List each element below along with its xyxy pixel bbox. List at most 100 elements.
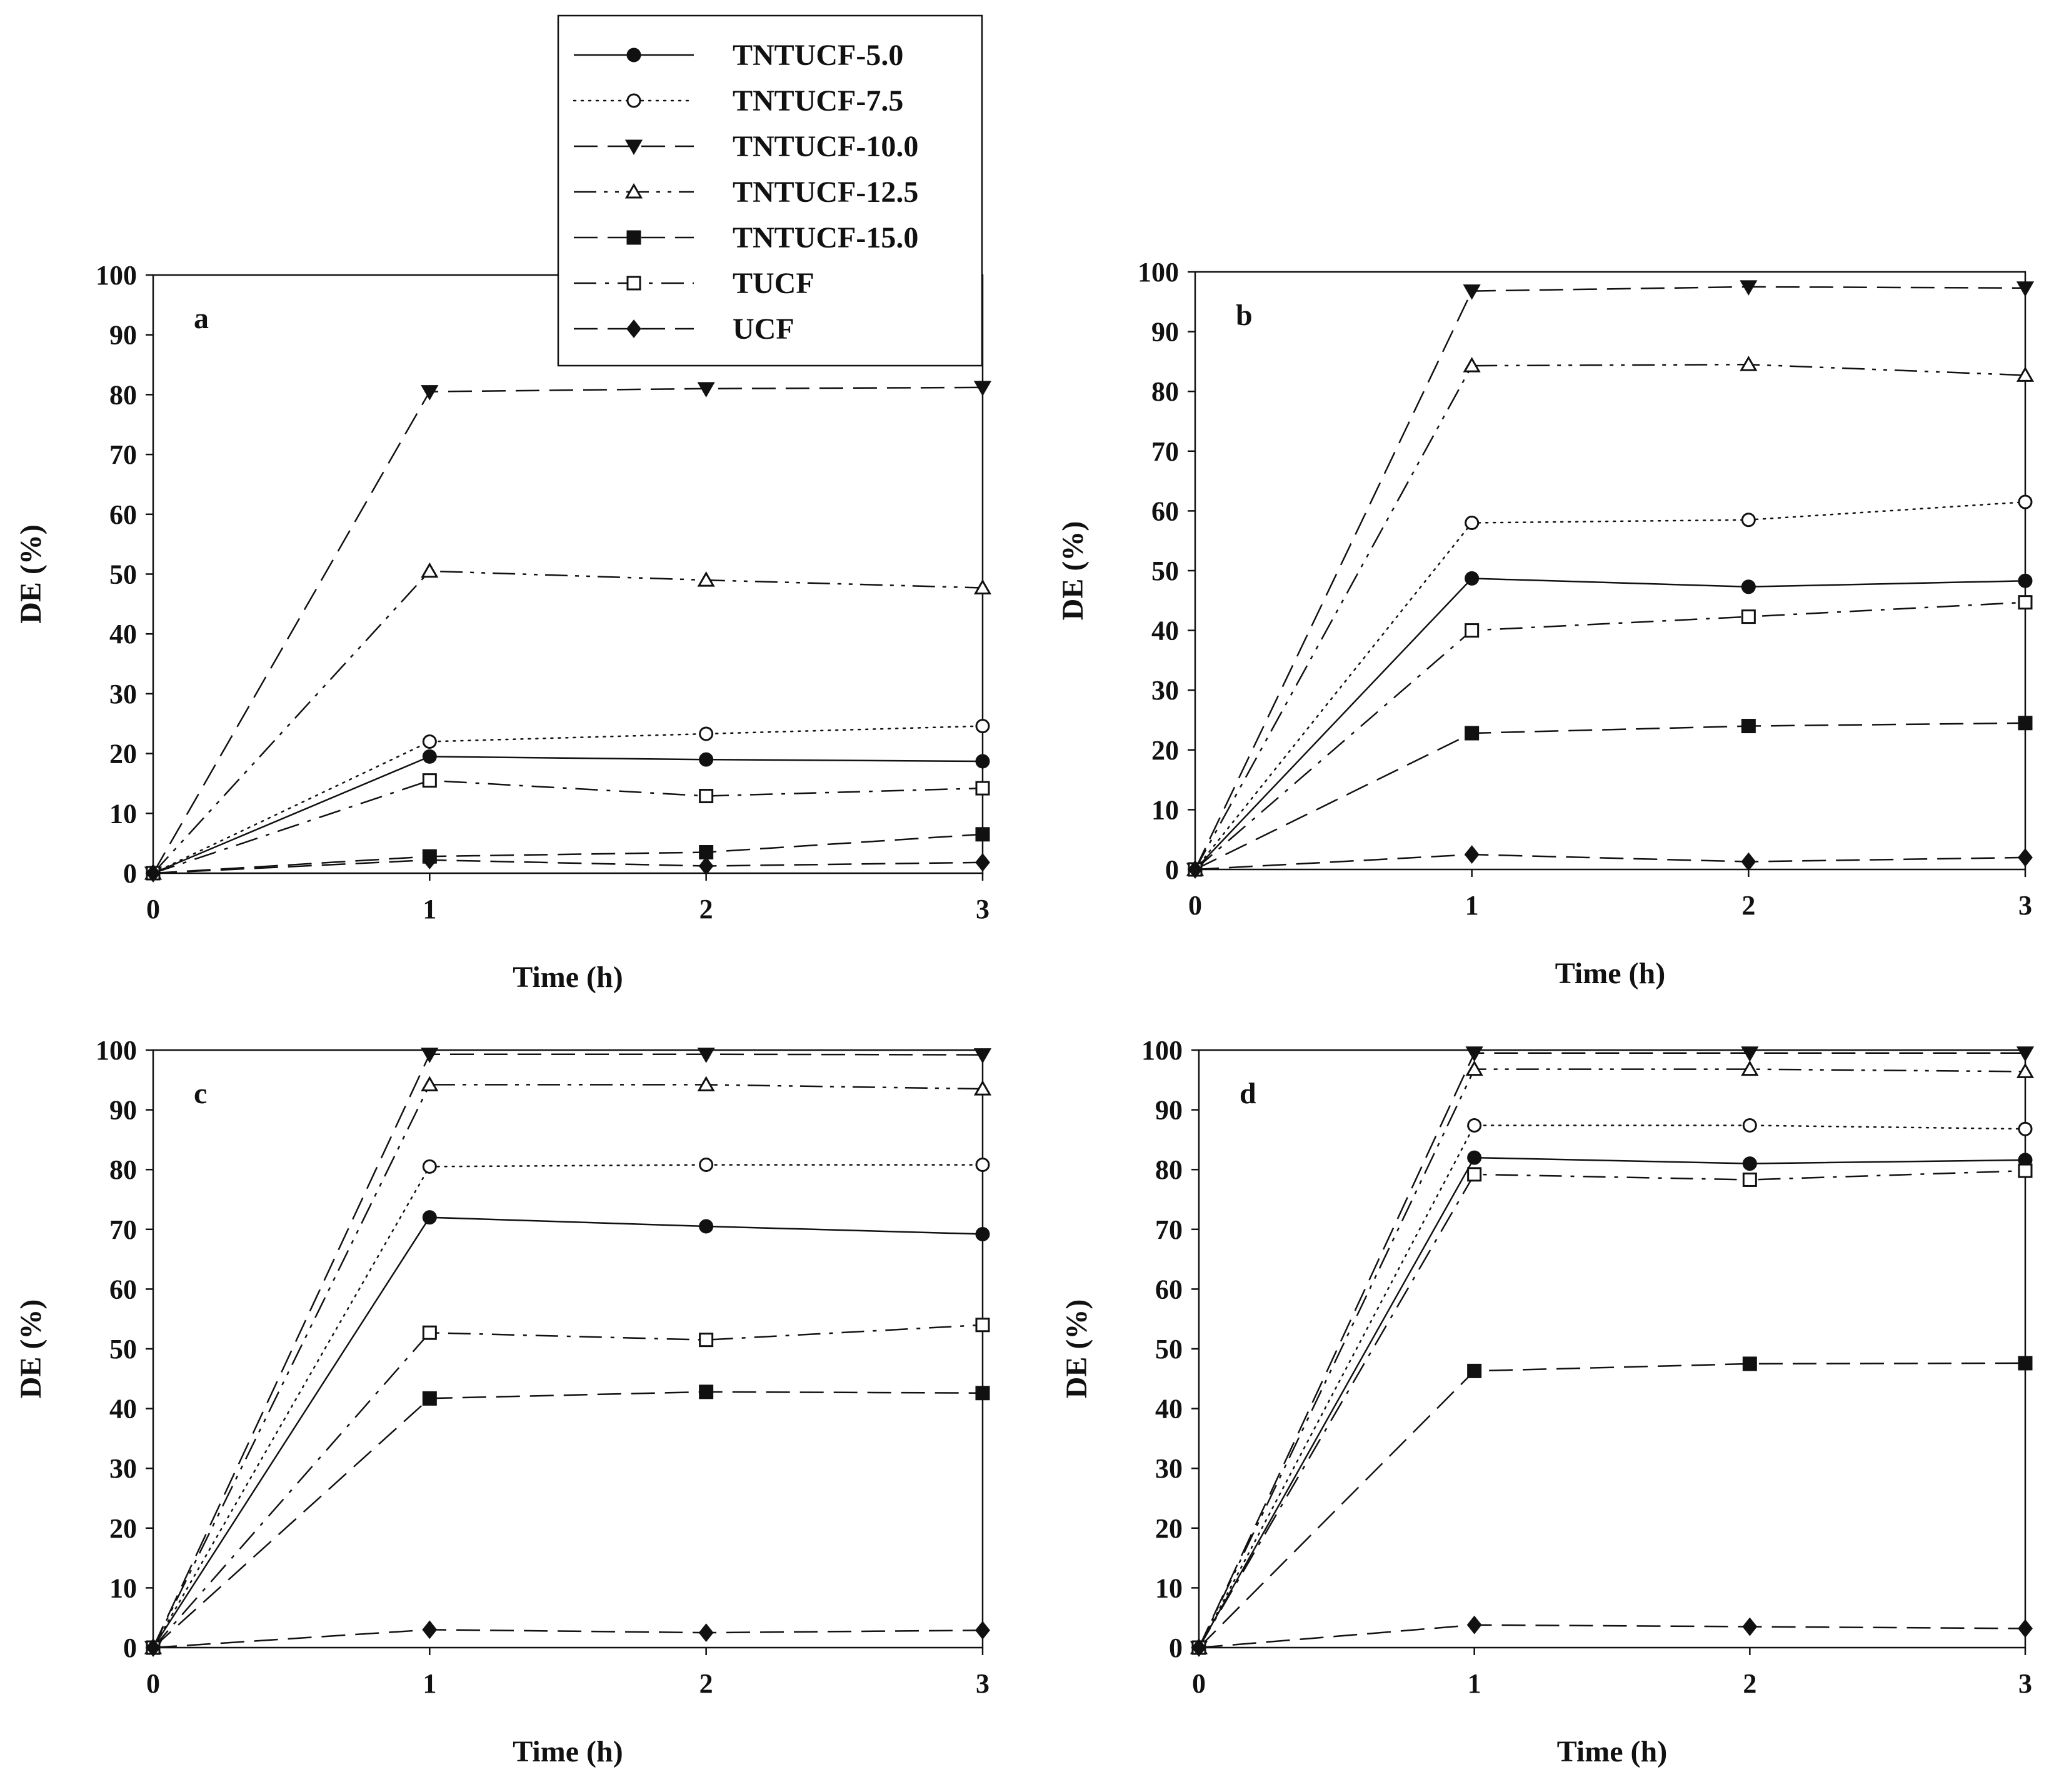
x-tick-label: 0: [1188, 890, 1202, 921]
y-tick-label: 10: [109, 1573, 137, 1603]
open-circle-icon: [626, 93, 641, 108]
y-tick-label: 60: [109, 1274, 137, 1304]
y-tick-label: 50: [109, 1334, 137, 1364]
legend-entry-tntucf-15-0: TNTUCF-15.0: [574, 221, 918, 254]
data-point: [2018, 848, 2033, 867]
data-point: [422, 1620, 438, 1639]
data-point: [975, 1158, 990, 1173]
data-point: [1465, 571, 1480, 586]
y-tick-label: 30: [109, 679, 137, 709]
series-tntucf-7-5: [1188, 494, 2033, 877]
series-line: [153, 859, 983, 874]
y-tick-label: 70: [1151, 436, 1179, 467]
x-tick-label: 1: [1468, 1668, 1481, 1699]
data-point: [1465, 516, 1480, 531]
series-tucf: [1188, 595, 2033, 877]
data-point: [1742, 1156, 1757, 1171]
y-tick-label: 100: [1138, 257, 1179, 288]
y-tick-label: 50: [1155, 1334, 1183, 1364]
series-ucf: [1191, 1615, 2033, 1657]
data-point: [2018, 1619, 2033, 1638]
data-point: [1465, 1046, 1483, 1062]
data-point: [421, 1048, 439, 1063]
legend-entry-ucf: UCF: [574, 313, 794, 346]
series-line: [1198, 1124, 2026, 1649]
y-tick-label: 0: [123, 858, 137, 889]
series-tntucf-15-0: [146, 1384, 990, 1655]
legend-label: TNTUCF-15.0: [733, 221, 918, 254]
y-tick-label: 40: [109, 619, 137, 649]
series-line: [1195, 601, 2026, 870]
data-point: [975, 1621, 990, 1640]
data-point: [697, 1076, 715, 1091]
data-point: [1742, 1617, 1758, 1636]
data-point: [699, 789, 714, 804]
y-axis-label: DE (%): [1060, 1299, 1093, 1399]
panel-c: 0 10 20 30 40 50 60 70 80 90 100 0 1 2 3 Time (h) DE (%)…: [14, 1035, 992, 1768]
y-tick-label: 90: [1151, 317, 1179, 348]
y-tick-label: 10: [1151, 794, 1179, 825]
data-point: [1463, 357, 1481, 373]
y-tick-label: 80: [1151, 376, 1179, 407]
data-point: [1741, 1046, 1759, 1062]
y-tick-label: 20: [1155, 1513, 1183, 1544]
series-tntucf-10-0: [1190, 1046, 2035, 1657]
series-tntucf-5-0: [1191, 1150, 2033, 1655]
legend-label: TUCF: [733, 267, 814, 300]
data-point: [975, 1386, 990, 1401]
legend-label: TNTUCF-5.0: [733, 39, 903, 72]
data-point: [1742, 1118, 1757, 1133]
series-ucf: [146, 1620, 990, 1657]
data-point: [2016, 281, 2035, 297]
series-line: [1194, 363, 2026, 870]
series-line: [153, 756, 983, 874]
y-tick-label: 100: [96, 260, 137, 291]
series-line: [1195, 853, 2026, 871]
legend-entry-tntucf-5-0: TNTUCF-5.0: [574, 39, 903, 72]
x-axis-label: Time (h): [513, 961, 623, 994]
plot-frame: [152, 1049, 984, 1649]
series-line: [1198, 1624, 2026, 1649]
y-tick-label: 60: [1155, 1274, 1183, 1304]
open-square-icon: [626, 276, 641, 291]
series-line: [1194, 286, 2026, 870]
x-tick-label: 0: [146, 894, 160, 924]
x-tick-label: 1: [423, 894, 436, 924]
data-point: [422, 773, 437, 788]
x-tick-label: 3: [976, 894, 989, 924]
data-point: [2018, 1121, 2033, 1136]
data-point: [699, 752, 714, 767]
data-point: [2016, 1063, 2035, 1078]
series-line: [153, 833, 983, 874]
data-point: [1465, 1060, 1483, 1076]
data-point: [975, 1318, 990, 1333]
filled-square-icon: [626, 230, 641, 245]
series-line: [152, 1164, 984, 1649]
data-point: [1741, 609, 1756, 624]
series-line: [1198, 1362, 2026, 1648]
data-point: [1467, 1118, 1482, 1133]
data-point: [973, 1048, 992, 1064]
series-tntucf-15-0: [1188, 716, 2033, 877]
data-point: [146, 1638, 161, 1657]
series-line: [1198, 1169, 2026, 1648]
data-point: [699, 1384, 714, 1399]
series-line: [153, 1324, 983, 1648]
data-point: [146, 864, 161, 883]
data-point: [1467, 1363, 1482, 1378]
data-point: [1463, 284, 1481, 300]
y-tick-label: 0: [1169, 1633, 1183, 1663]
y-axis-label: DE (%): [1056, 521, 1090, 621]
series-line: [152, 725, 984, 874]
y-tick-label: 30: [109, 1453, 137, 1484]
data-point: [422, 1391, 437, 1406]
y-tick-label: 80: [109, 1154, 137, 1185]
x-tick-label: 3: [976, 1668, 989, 1699]
x-tick-label: 3: [2018, 890, 2032, 921]
series-line: [153, 1629, 983, 1649]
x-axis-label: Time (h): [1557, 1735, 1667, 1768]
data-point: [975, 853, 990, 872]
series-tntucf-5-0: [146, 1210, 990, 1655]
data-point: [1741, 719, 1756, 734]
